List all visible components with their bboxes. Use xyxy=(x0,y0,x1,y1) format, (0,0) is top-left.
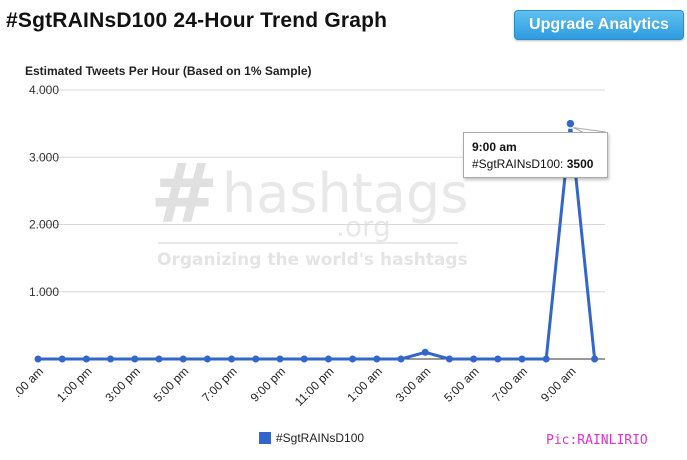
data-point[interactable] xyxy=(107,355,115,363)
grid-lines xyxy=(37,89,605,360)
x-tick-label: .00 am xyxy=(10,364,46,400)
data-point[interactable] xyxy=(445,355,453,363)
x-tick-label: 9:00 pm xyxy=(248,364,289,405)
data-point[interactable] xyxy=(349,355,357,363)
x-tick-label: 1:00 am xyxy=(344,364,385,405)
data-point[interactable] xyxy=(155,355,163,363)
series-line-path xyxy=(38,122,597,361)
x-tick-label: 11:00 pm xyxy=(292,364,337,409)
data-point[interactable] xyxy=(397,355,405,363)
tooltip-series: #SgtRAINsD100 xyxy=(472,157,561,171)
tooltip-value: 3500 xyxy=(566,157,594,171)
tooltip-line: #SgtRAINsD100: 3500 xyxy=(472,157,594,171)
watermark-tld: .org xyxy=(336,210,391,243)
data-point[interactable] xyxy=(591,355,599,363)
y-tick-label: 2.000 xyxy=(29,218,59,232)
series-points xyxy=(34,118,606,363)
x-axis-ticks: .00 am 1:00 pm 3:00 pm 5:00 pm 7:00 pm 9:00 p… xyxy=(10,364,578,409)
upgrade-analytics-button[interactable]: Upgrade Analytics xyxy=(514,10,684,40)
data-point[interactable] xyxy=(421,348,429,356)
y-axis-ticks: 1.000 2.000 3.000 4.000 xyxy=(29,83,59,299)
data-point[interactable] xyxy=(565,118,576,129)
data-point[interactable] xyxy=(373,355,381,363)
data-point[interactable] xyxy=(276,355,284,363)
data-point[interactable] xyxy=(228,355,236,363)
watermark-name: hashtags xyxy=(222,162,468,225)
x-tick-label: 5:00 am xyxy=(441,364,482,405)
x-tick-label: 7:00 am xyxy=(490,364,531,405)
tooltip-pointer xyxy=(573,127,606,133)
x-tick-label: 7:00 pm xyxy=(199,364,240,405)
chart-title: Estimated Tweets Per Hour (Based on 1% S… xyxy=(25,64,312,78)
data-point[interactable] xyxy=(518,355,526,363)
x-tick-label: 3:00 pm xyxy=(102,364,143,405)
watermark-hash: # xyxy=(150,147,219,242)
data-point[interactable] xyxy=(58,355,66,363)
data-point[interactable] xyxy=(34,355,42,363)
y-tick-label: 3.000 xyxy=(29,150,59,164)
chart-legend[interactable]: #SgtRAINsD100 xyxy=(259,431,364,445)
data-point[interactable] xyxy=(252,355,260,363)
watermark-tagline: Organizing the world's hashtags xyxy=(157,250,468,270)
data-point[interactable] xyxy=(131,355,139,363)
y-tick-label: 1.000 xyxy=(29,285,59,299)
legend-swatch xyxy=(259,432,271,444)
x-tick-label: 3:00 am xyxy=(393,364,434,405)
data-point[interactable] xyxy=(300,355,308,363)
image-credit: Pic:RAINLIRIO xyxy=(546,433,648,448)
data-point[interactable] xyxy=(470,355,478,363)
data-tooltip: 9:00 am #SgtRAINsD100: 3500 xyxy=(463,132,608,178)
legend-label: #SgtRAINsD100 xyxy=(276,431,365,445)
x-tick-label: 1:00 pm xyxy=(54,364,95,405)
data-point[interactable] xyxy=(82,355,90,363)
watermark-logo: # hashtags .org Organizing the world's h… xyxy=(150,147,468,270)
data-point[interactable] xyxy=(179,355,187,363)
data-point[interactable] xyxy=(324,355,332,363)
x-tick-label: 9:00 am xyxy=(538,364,579,405)
data-point[interactable] xyxy=(203,355,211,363)
data-point[interactable] xyxy=(542,355,550,363)
tooltip-time: 9:00 am xyxy=(472,140,517,154)
page-title: #SgtRAINsD100 24-Hour Trend Graph xyxy=(6,9,388,32)
x-tick-label: 5:00 pm xyxy=(151,364,192,405)
series-line xyxy=(38,122,597,361)
data-point[interactable] xyxy=(494,355,502,363)
y-tick-label: 4.000 xyxy=(29,83,59,97)
